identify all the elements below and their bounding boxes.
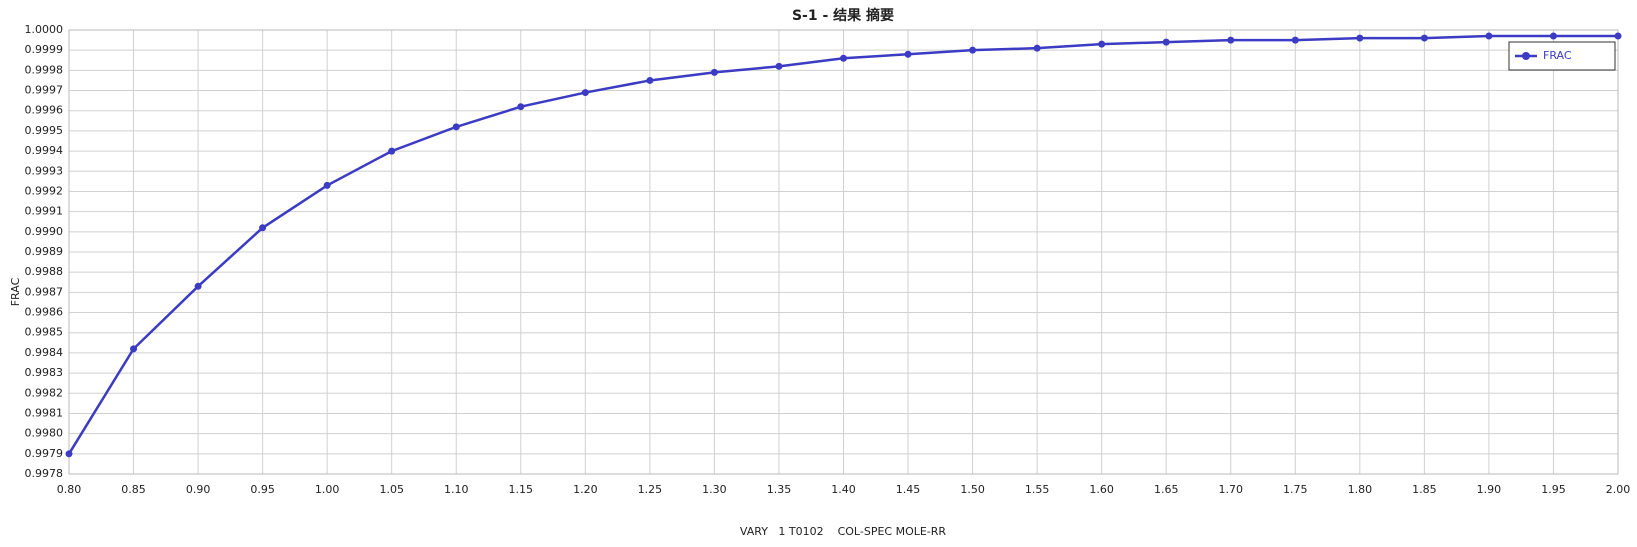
- x-tick-label: 1.80: [1348, 483, 1373, 496]
- x-tick-label: 1.30: [702, 483, 727, 496]
- data-point: [65, 450, 73, 458]
- y-tick-label: 0.9989: [25, 245, 64, 258]
- y-tick-label: 0.9999: [25, 43, 64, 56]
- data-point: [1162, 38, 1170, 46]
- x-tick-label: 1.00: [315, 483, 340, 496]
- y-tick-label: 0.9993: [25, 164, 64, 177]
- x-tick-label: 1.15: [509, 483, 534, 496]
- x-tick-label: 1.75: [1283, 483, 1308, 496]
- y-tick-label: 0.9979: [25, 447, 64, 460]
- data-point: [1291, 36, 1299, 44]
- data-point: [1356, 34, 1364, 42]
- data-point: [840, 54, 847, 62]
- x-tick-label: 2.00: [1606, 483, 1631, 496]
- y-tick-label: 0.9995: [25, 124, 64, 137]
- y-tick-label: 0.9986: [25, 306, 64, 319]
- x-tick-label: 1.95: [1541, 483, 1566, 496]
- x-tick-label: 1.65: [1154, 483, 1179, 496]
- data-point: [646, 76, 654, 84]
- data-point: [388, 147, 396, 155]
- x-tick-label: 1.55: [1025, 483, 1050, 496]
- chart-title: S-1 - 结果 摘要: [792, 7, 894, 24]
- x-tick-label: 1.40: [831, 483, 856, 496]
- x-tick-label: 1.20: [573, 483, 598, 496]
- x-tick-label: 1.50: [960, 483, 985, 496]
- data-point: [969, 46, 977, 54]
- x-tick-label: 1.10: [444, 483, 469, 496]
- y-tick-label: 0.9991: [25, 205, 64, 218]
- y-tick-label: 0.9996: [25, 104, 64, 117]
- y-tick-label: 0.9990: [25, 225, 64, 238]
- y-axis-label: FRAC: [9, 277, 22, 306]
- data-point: [904, 50, 912, 58]
- data-point: [194, 282, 202, 290]
- y-tick-label: 0.9988: [25, 265, 64, 278]
- data-point: [1614, 32, 1622, 40]
- x-tick-label: 0.80: [57, 483, 82, 496]
- y-tick-label: 0.9984: [25, 346, 64, 359]
- x-axis-label: VARY 1 T0102 COL-SPEC MOLE-RR: [740, 525, 947, 538]
- y-tick-label: 0.9998: [25, 63, 64, 76]
- x-tick-label: 1.45: [896, 483, 921, 496]
- data-point: [1098, 40, 1106, 48]
- x-tick-label: 1.70: [1219, 483, 1244, 496]
- y-tick-label: 0.9997: [25, 84, 64, 97]
- data-point: [1549, 32, 1557, 40]
- data-point: [1033, 44, 1041, 52]
- y-tick-label: 0.9994: [25, 144, 64, 157]
- x-tick-label: 1.60: [1089, 483, 1114, 496]
- data-point: [452, 123, 460, 131]
- plot-frame: [68, 29, 1619, 475]
- x-tick-label: 1.05: [379, 483, 404, 496]
- x-tick-label: 1.35: [767, 483, 792, 496]
- data-point: [710, 68, 718, 76]
- data-point: [259, 224, 267, 232]
- data-point: [130, 345, 138, 353]
- legend-label: FRAC: [1543, 49, 1572, 62]
- y-tick-label: 0.9980: [25, 427, 64, 440]
- data-point: [517, 103, 525, 111]
- legend-marker: [1522, 52, 1530, 60]
- y-tick-label: 0.9992: [25, 184, 64, 197]
- data-point: [775, 62, 783, 70]
- y-tick-label: 0.9978: [25, 467, 64, 480]
- x-tick-label: 1.90: [1477, 483, 1502, 496]
- y-tick-label: 0.9985: [25, 326, 64, 339]
- data-point: [581, 89, 589, 97]
- x-tick-label: 0.90: [186, 483, 211, 496]
- y-tick-label: 0.9982: [25, 386, 64, 399]
- y-tick-label: 0.9987: [25, 285, 64, 298]
- data-point: [323, 181, 331, 189]
- y-tick-label: 0.9983: [25, 366, 64, 379]
- y-tick-label: 0.9981: [25, 406, 64, 419]
- x-tick-label: 0.85: [121, 483, 146, 496]
- data-point: [1420, 34, 1428, 42]
- x-tick-label: 1.25: [638, 483, 663, 496]
- data-point: [1485, 32, 1493, 40]
- x-tick-label: 1.85: [1412, 483, 1437, 496]
- y-tick-label: 1.0000: [25, 23, 64, 36]
- data-point: [1227, 36, 1235, 44]
- x-tick-label: 0.95: [250, 483, 275, 496]
